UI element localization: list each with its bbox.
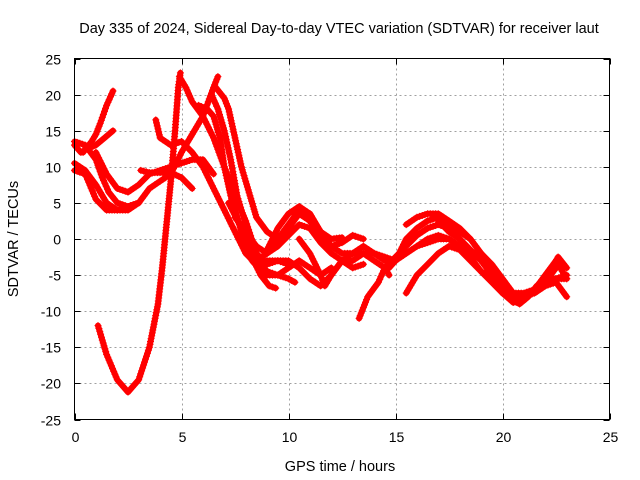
y-tick-label: -15: [41, 340, 61, 356]
plus-markers: [137, 166, 196, 192]
x-tick-label: 15: [389, 429, 405, 445]
y-tick-label: 20: [45, 88, 61, 104]
series-band: [95, 69, 184, 396]
y-tick-label: 10: [45, 160, 61, 176]
plus-markers: [434, 217, 571, 308]
grid-lines: [74, 58, 610, 420]
y-tick-label: 15: [45, 124, 61, 140]
y-tick-label: -10: [41, 304, 61, 320]
series-arc-8: [137, 166, 196, 192]
plus-markers: [225, 199, 280, 292]
x-axis-label: GPS time / hours: [285, 459, 395, 475]
series-arc-15: [225, 199, 280, 292]
axis-ticks: [74, 58, 611, 421]
x-tick-label: 25: [603, 429, 619, 445]
x-tick-label: 10: [282, 429, 298, 445]
plus-markers: [295, 235, 393, 290]
y-tick-label: -25: [41, 413, 61, 429]
x-tick-label: 5: [179, 429, 187, 445]
plot-frame: [74, 58, 610, 420]
data-series: [71, 69, 571, 396]
y-tick-labels: -25 -20 -15 -10 -5 0 5 10 15 20 25: [41, 52, 61, 429]
series-arc-24: [434, 217, 571, 308]
x-tick-labels: 0 5 10 15 20 25: [72, 429, 619, 445]
x-tick-label: 20: [496, 429, 512, 445]
y-axis-label: SDTVAR / TECUs: [6, 181, 22, 297]
series-arc-6: [79, 87, 117, 156]
y-tick-label: 25: [45, 52, 61, 68]
series-arc-1: [94, 69, 184, 396]
y-tick-label: -5: [49, 268, 62, 284]
plus-markers: [79, 87, 117, 156]
x-tick-label: 0: [72, 429, 80, 445]
plus-markers: [94, 69, 184, 396]
series-arc-18: [295, 235, 393, 290]
series-band: [71, 127, 116, 156]
y-tick-label: -20: [41, 376, 61, 392]
y-tick-label: 0: [53, 232, 61, 248]
y-tick-label: 5: [53, 196, 61, 212]
chart-title: Day 335 of 2024, Sidereal Day-to-day VTE…: [79, 21, 599, 37]
